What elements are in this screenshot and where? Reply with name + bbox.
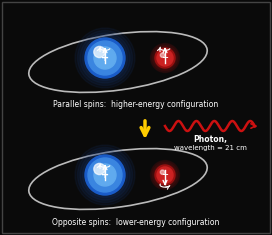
Circle shape — [94, 47, 116, 69]
Circle shape — [78, 31, 132, 86]
Circle shape — [80, 33, 130, 83]
Circle shape — [82, 153, 128, 197]
Text: −: − — [162, 54, 168, 63]
Circle shape — [80, 150, 130, 200]
Circle shape — [152, 162, 178, 188]
Text: wavelength = 21 cm: wavelength = 21 cm — [174, 145, 246, 151]
Text: Parallel spins:  higher-energy configuration: Parallel spins: higher-energy configurat… — [53, 100, 219, 109]
Circle shape — [85, 38, 125, 78]
Circle shape — [160, 53, 165, 57]
Circle shape — [153, 164, 177, 187]
Circle shape — [88, 41, 122, 75]
Circle shape — [150, 43, 180, 73]
Circle shape — [94, 46, 105, 58]
Text: −: − — [162, 171, 168, 180]
Circle shape — [157, 167, 173, 183]
Text: +: + — [101, 170, 109, 180]
Circle shape — [157, 50, 173, 66]
Circle shape — [75, 145, 135, 205]
Circle shape — [75, 28, 135, 88]
Circle shape — [78, 148, 132, 203]
Circle shape — [150, 161, 180, 189]
Circle shape — [94, 164, 116, 186]
Circle shape — [153, 47, 177, 70]
Text: Opposite spins:  lower-energy configuration: Opposite spins: lower-energy configurati… — [52, 218, 220, 227]
Text: Photon,: Photon, — [193, 135, 227, 144]
Circle shape — [155, 48, 175, 68]
Text: +: + — [101, 53, 109, 63]
Circle shape — [88, 158, 122, 192]
Circle shape — [85, 155, 125, 195]
Circle shape — [155, 165, 175, 185]
Circle shape — [94, 163, 105, 175]
Circle shape — [82, 35, 128, 81]
Circle shape — [152, 45, 178, 71]
Circle shape — [160, 170, 165, 174]
